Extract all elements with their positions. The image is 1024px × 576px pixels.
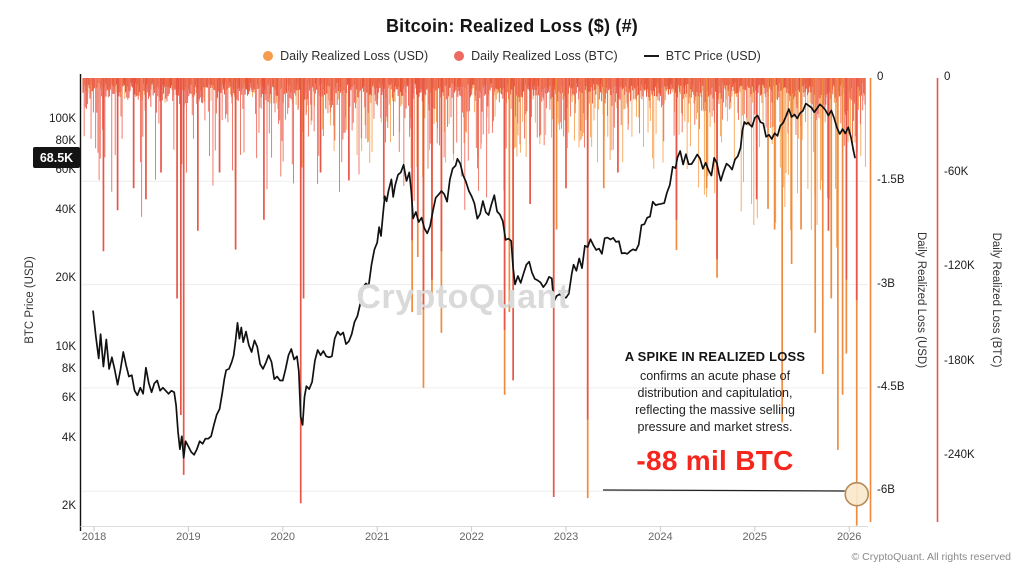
price-tick-label: 20K [55,272,76,285]
x-axis-year-label: 2019 [176,531,201,543]
legend-item-usd-loss[interactable]: Daily Realized Loss (USD) [263,49,428,63]
usd-loss-tick-label: 0 [877,71,884,83]
price-tick-label: 4K [61,431,76,444]
x-axis-year-label: 2022 [459,531,484,543]
price-tick-label: 6K [61,391,76,404]
price-tick-label: 80K [55,135,76,148]
y-axis-title-usd-loss: Daily Realized Loss (USD) [915,231,927,369]
legend-item-btc-loss[interactable]: Daily Realized Loss (BTC) [454,49,618,63]
price-tick-label: 40K [55,203,76,216]
annotation-line-3: reflecting the massive selling [635,403,795,417]
btc-loss-tick-label: -180K [944,354,975,367]
legend-label-btc: Daily Realized Loss (BTC) [471,49,618,63]
usd-loss-tick-label: -4.5B [877,380,905,393]
price-tick-label: 100K [49,113,76,125]
price-tick-label: 2K [61,500,76,513]
x-axis-year-label: 2025 [742,531,768,543]
x-axis-year-label: 2024 [648,531,673,543]
chart-title: Bitcoin: Realized Loss ($) (#) [385,16,639,36]
x-axis-year-label: 2023 [553,531,579,543]
legend: Daily Realized Loss (USD) Daily Realized… [0,49,1024,63]
legend-label-usd: Daily Realized Loss (USD) [280,49,429,63]
annotation-callout: A SPIKE IN REALIZED LOSS confirms an acu… [583,349,847,477]
x-axis-year-label: 2018 [81,531,107,543]
annotation-line-4: pressure and market stress. [637,420,793,434]
annotation-line-1: confirms an acute phase of [639,369,791,383]
btc-loss-tick-label: -120K [944,260,975,272]
x-axis-year-label: 2020 [270,531,296,543]
y-axis-title-price: BTC Price (USD) [24,256,36,344]
annotation-line-2: distribution and capitulation, [637,386,793,400]
usd-loss-tick-label: -3B [877,277,895,290]
btc-loss-tick-label: -60K [944,165,969,178]
annotation-highlight: -88 mil BTC [636,445,794,476]
price-tick-label: 8K [61,363,76,376]
price-tick-label: 10K [55,341,76,353]
current-price-badge: 68.5K [33,147,80,168]
legend-label-price: BTC Price (USD) [665,49,761,63]
copyright-text: © CryptoQuant. All rights reserved [851,551,1011,563]
legend-swatch-btc-icon [454,51,465,61]
x-axis-year-label: 2026 [836,531,862,543]
usd-loss-tick-label: -6B [877,484,895,497]
btc-loss-tick-label: -240K [944,449,975,461]
legend-item-price[interactable]: BTC Price (USD) [643,49,761,63]
legend-swatch-price-icon [643,54,659,58]
annotation-heading: A SPIKE IN REALIZED LOSS [624,349,806,364]
usd-loss-tick-label: -1.5B [877,174,905,187]
y-axis-title-btc-loss: Daily Realized Loss (BTC) [990,232,1002,368]
legend-swatch-usd-icon [263,51,274,61]
watermark: CryptoQuant [356,278,570,316]
x-axis-year-label: 2021 [364,531,390,543]
btc-loss-tick-label: 0 [944,71,951,83]
